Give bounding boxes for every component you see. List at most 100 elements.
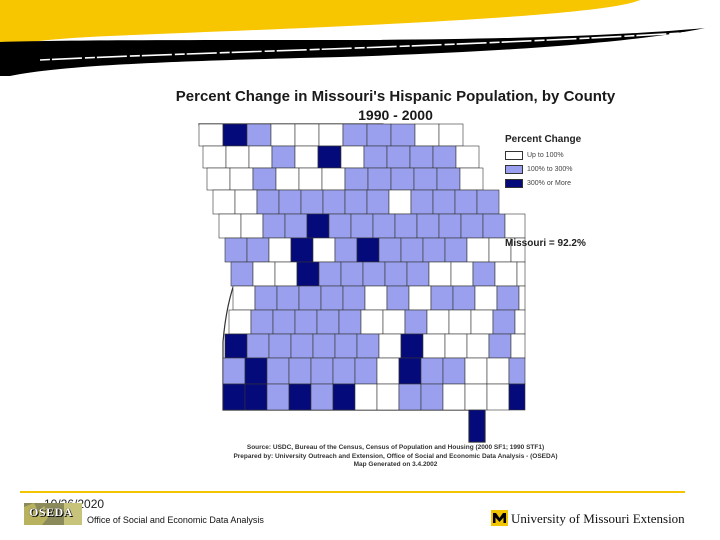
county-cell xyxy=(234,189,258,215)
county-cell xyxy=(486,383,510,411)
legend-swatch-mid xyxy=(505,164,523,174)
state-total-note: Missouri = 92.2% xyxy=(505,238,586,249)
county-cell xyxy=(266,357,290,385)
county-cell xyxy=(428,261,452,287)
county-cell xyxy=(224,237,248,263)
county-cell xyxy=(496,285,520,311)
legend-label-mid: 100% to 300% xyxy=(527,165,573,173)
county-cell xyxy=(318,261,342,287)
map-legend: Percent Change Up to 100% 100% to 300% 3… xyxy=(505,134,581,190)
county-cell xyxy=(406,261,430,287)
county-cell xyxy=(466,237,490,263)
county-cell xyxy=(270,123,296,147)
county-cell xyxy=(342,285,366,311)
county-cell xyxy=(410,189,434,215)
legend-item-low: Up to 100% xyxy=(505,148,581,162)
source-line-2: Prepared by: University Outreach and Ext… xyxy=(233,452,558,460)
county-cell xyxy=(452,285,476,311)
map-title: Percent Change in Missouri's Hispanic Po… xyxy=(175,88,616,105)
county-cell xyxy=(413,167,438,191)
county-cell xyxy=(492,309,516,335)
county-cell xyxy=(510,333,526,359)
county-cell xyxy=(455,145,480,169)
county-cell xyxy=(225,145,250,169)
county-cell xyxy=(310,383,334,411)
county-cell xyxy=(298,285,322,311)
county-cell xyxy=(288,357,312,385)
county-cell xyxy=(240,213,264,239)
county-cell xyxy=(246,333,270,359)
county-cell xyxy=(390,123,416,147)
county-cell xyxy=(296,261,320,287)
county-cell xyxy=(252,261,276,287)
county-cell xyxy=(294,309,318,335)
county-cell xyxy=(386,285,410,311)
county-cell xyxy=(271,145,296,169)
county-cell xyxy=(388,189,412,215)
county-cell xyxy=(228,309,252,335)
county-cell xyxy=(422,237,446,263)
county-cell xyxy=(488,333,512,359)
university-extension-name: University of Missouri Extension xyxy=(511,511,685,526)
county-cell xyxy=(442,383,466,411)
legend-item-mid: 100% to 300% xyxy=(505,162,581,176)
county-cell xyxy=(294,145,319,169)
county-cell xyxy=(470,309,494,335)
county-cell xyxy=(246,237,270,263)
county-cell xyxy=(466,333,490,359)
legend-label-low: Up to 100% xyxy=(527,151,564,159)
banner-black-band xyxy=(0,28,705,76)
county-cell xyxy=(278,189,302,215)
county-cell xyxy=(254,285,278,311)
county-cell xyxy=(486,357,510,385)
county-cell xyxy=(482,213,506,239)
county-cell xyxy=(202,145,227,169)
county-cell xyxy=(420,383,444,411)
county-cell xyxy=(360,309,384,335)
county-cell xyxy=(390,167,415,191)
county-cell xyxy=(504,213,526,239)
county-cell xyxy=(306,213,330,239)
legend-swatch-high xyxy=(505,178,523,188)
source-line-1: Source: USDC, Bureau of the Census, Cens… xyxy=(246,444,545,451)
oseda-logo xyxy=(24,503,82,525)
county-cell xyxy=(444,237,468,263)
county-cell xyxy=(436,167,461,191)
county-cell xyxy=(356,237,380,263)
county-cell xyxy=(229,167,254,191)
county-cell xyxy=(218,213,242,239)
county-cell xyxy=(344,189,368,215)
county-cell xyxy=(432,189,456,215)
county-cell xyxy=(516,261,526,287)
county-cell xyxy=(312,237,336,263)
county-cell xyxy=(363,145,388,169)
county-cell xyxy=(310,357,334,385)
county-cell xyxy=(448,309,472,335)
county-grid xyxy=(198,123,526,443)
county-cell xyxy=(472,261,496,287)
legend-swatch-low xyxy=(505,150,523,160)
county-cell xyxy=(414,123,440,147)
county-cell xyxy=(438,123,464,147)
county-cell xyxy=(334,333,358,359)
county-cell xyxy=(222,357,246,385)
county-cell xyxy=(230,261,254,287)
county-cell xyxy=(321,167,346,191)
county-cell xyxy=(376,357,400,385)
legend-item-high: 300% or More xyxy=(505,176,581,190)
county-cell xyxy=(262,213,286,239)
county-cell xyxy=(514,309,526,335)
source-line-3: Map Generated on 3.4.2002 xyxy=(353,461,438,468)
county-cell xyxy=(367,167,392,191)
county-cell xyxy=(450,261,474,287)
county-cell xyxy=(354,383,378,411)
county-cell xyxy=(298,167,323,191)
county-cell xyxy=(426,309,450,335)
county-cell xyxy=(274,261,298,287)
county-cell xyxy=(266,383,290,411)
county-cell xyxy=(409,145,434,169)
county-cell xyxy=(444,333,468,359)
county-cell xyxy=(372,213,396,239)
county-cell xyxy=(342,123,368,147)
